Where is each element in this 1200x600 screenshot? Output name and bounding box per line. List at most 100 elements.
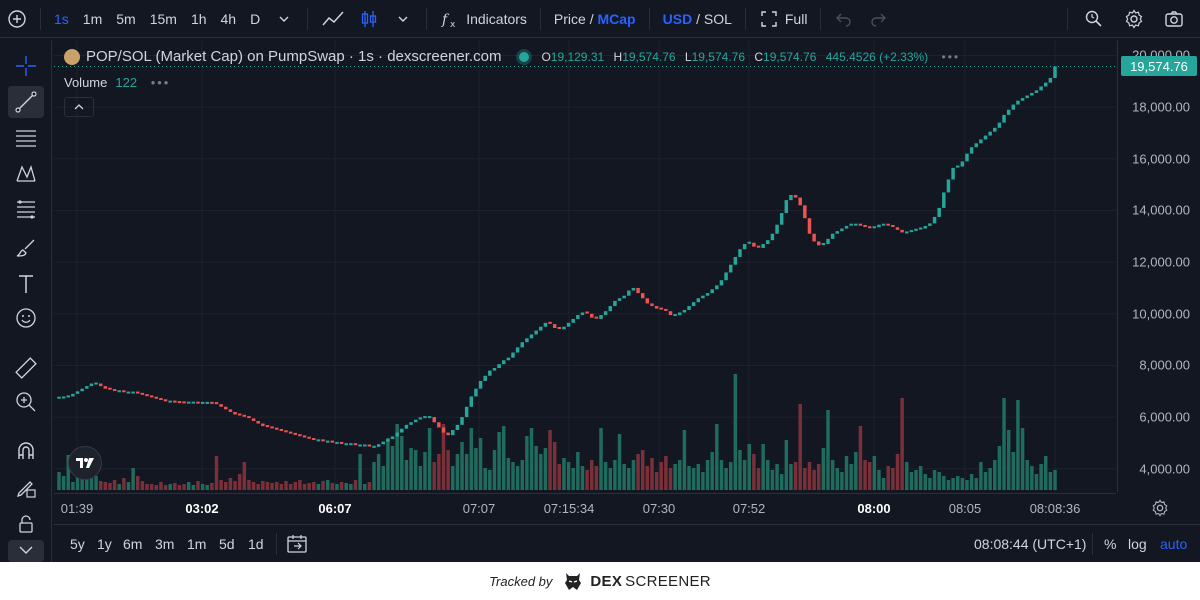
more-tools-button[interactable] [8,540,44,562]
settings-button[interactable] [1114,0,1154,38]
crosshair-tool[interactable] [8,50,44,82]
candle [71,393,75,397]
range-5y[interactable]: 5y [70,536,85,552]
volume-bar [881,478,886,490]
candle [525,338,529,343]
svg-text:f: f [441,12,450,28]
time-scale[interactable]: 01:39 03:02 06:07 07:07 07:15:34 07:30 07:52 08… [54,493,1116,523]
timeframe-1m[interactable]: 1m [82,10,103,27]
lock-drawing-tool[interactable] [8,472,44,504]
candle [673,314,677,317]
legend-more-button[interactable]: ••• [941,49,961,64]
candle [867,226,872,229]
trend-line-tool[interactable] [8,86,44,118]
volume-bar [168,484,172,490]
chevron-down-icon [398,16,408,22]
gear-icon [1125,9,1143,29]
candle [177,401,182,404]
timeframe-15m[interactable]: 15m [149,10,177,27]
volume-bar [562,458,566,490]
currency-toggle[interactable]: USD / SOL [656,0,739,38]
range-6m[interactable]: 6m [123,536,143,552]
candle [636,287,640,294]
timeframe-1d[interactable]: D [250,10,261,27]
toolbar-divider [820,7,822,30]
volume-bar [451,466,455,490]
timeframe-4h[interactable]: 4h [220,10,237,27]
timeframe-1s[interactable]: 1s [54,10,69,27]
toolbar-divider [744,7,746,30]
volume-more-button[interactable]: ••• [150,75,171,90]
volume-bar [321,481,325,490]
add-symbol-button[interactable] [0,0,34,38]
auto-scale-toggle[interactable]: auto [1160,536,1188,552]
low-value: 19,574.76 [691,49,745,64]
scale-settings-button[interactable] [1148,496,1172,520]
chart-type-dropdown[interactable] [386,0,420,38]
horizontal-lines-tool[interactable] [8,122,44,154]
volume-bar [89,470,94,490]
candle [312,438,316,441]
percent-scale-toggle[interactable]: % [1104,536,1117,552]
candle [752,242,756,247]
quick-search-icon [1085,10,1102,27]
log-scale-toggle[interactable]: log [1128,536,1147,552]
range-1y[interactable]: 1y [97,536,112,552]
range-1m[interactable]: 1m [187,536,207,552]
candle [529,334,534,339]
chart-type-candles-button[interactable] [352,0,386,38]
volume-bar [66,455,71,490]
snapshot-button[interactable] [1154,0,1194,38]
candle [284,430,288,433]
undo-button[interactable] [827,0,861,38]
range-1d[interactable]: 1d [248,536,264,552]
volume-bar [298,480,302,490]
measure-tool[interactable] [8,352,44,384]
price-plot[interactable] [54,40,1116,492]
candle [353,443,358,446]
brand-name-rest: SCREENER [625,572,711,590]
volume-bar [631,460,636,490]
range-3m[interactable]: 3m [155,536,175,552]
current-time[interactable]: 08:08:44 (UTC+1) [974,536,1087,552]
emoji-tool[interactable] [8,302,44,334]
range-5d[interactable]: 5d [219,536,235,552]
fullscreen-button[interactable]: Full [752,0,815,38]
volume-bar [529,428,534,490]
tradingview-logo[interactable] [68,446,102,480]
pattern-tool[interactable] [8,158,44,190]
price-mcap-toggle[interactable]: Price / MCap [547,0,643,38]
candle [1053,66,1057,78]
calendar-goto-icon[interactable] [286,533,308,555]
redo-button[interactable] [861,0,895,38]
timeframe-1h[interactable]: 1h [190,10,207,27]
timeframe-dropdown[interactable] [267,0,301,38]
candle [566,322,571,327]
magnet-tool[interactable] [8,436,44,468]
lock-all-tool[interactable] [8,508,44,540]
candle [325,440,330,443]
candle [576,315,580,319]
timeframe-5m[interactable]: 5m [116,10,136,27]
volume-bar [501,426,506,490]
brush-tool[interactable] [8,232,44,264]
volume-bar [506,458,511,490]
chart-pane[interactable]: POP/SOL (Market Cap) on PumpSwap · 1s · … [54,40,1116,492]
volume-bar [525,436,529,490]
zoom-tool[interactable] [8,386,44,418]
volume-bar [691,468,696,490]
price-scale[interactable]: 4,000.00 6,000.00 8,000.00 10,000.00 12,000.… [1117,40,1200,492]
quick-search-button[interactable] [1074,0,1114,38]
chart-type-line-button[interactable] [314,0,352,38]
time-tick-label: 03:02 [185,501,219,516]
candle [923,225,928,229]
candle [464,406,469,418]
fib-tool[interactable] [8,194,44,226]
volume-bar [594,466,599,490]
collapse-legend-button[interactable] [64,97,94,117]
time-tick-label: 08:00 [857,501,891,516]
text-tool[interactable] [8,268,44,300]
price-tick-label: 4,000.00 [1139,461,1190,477]
